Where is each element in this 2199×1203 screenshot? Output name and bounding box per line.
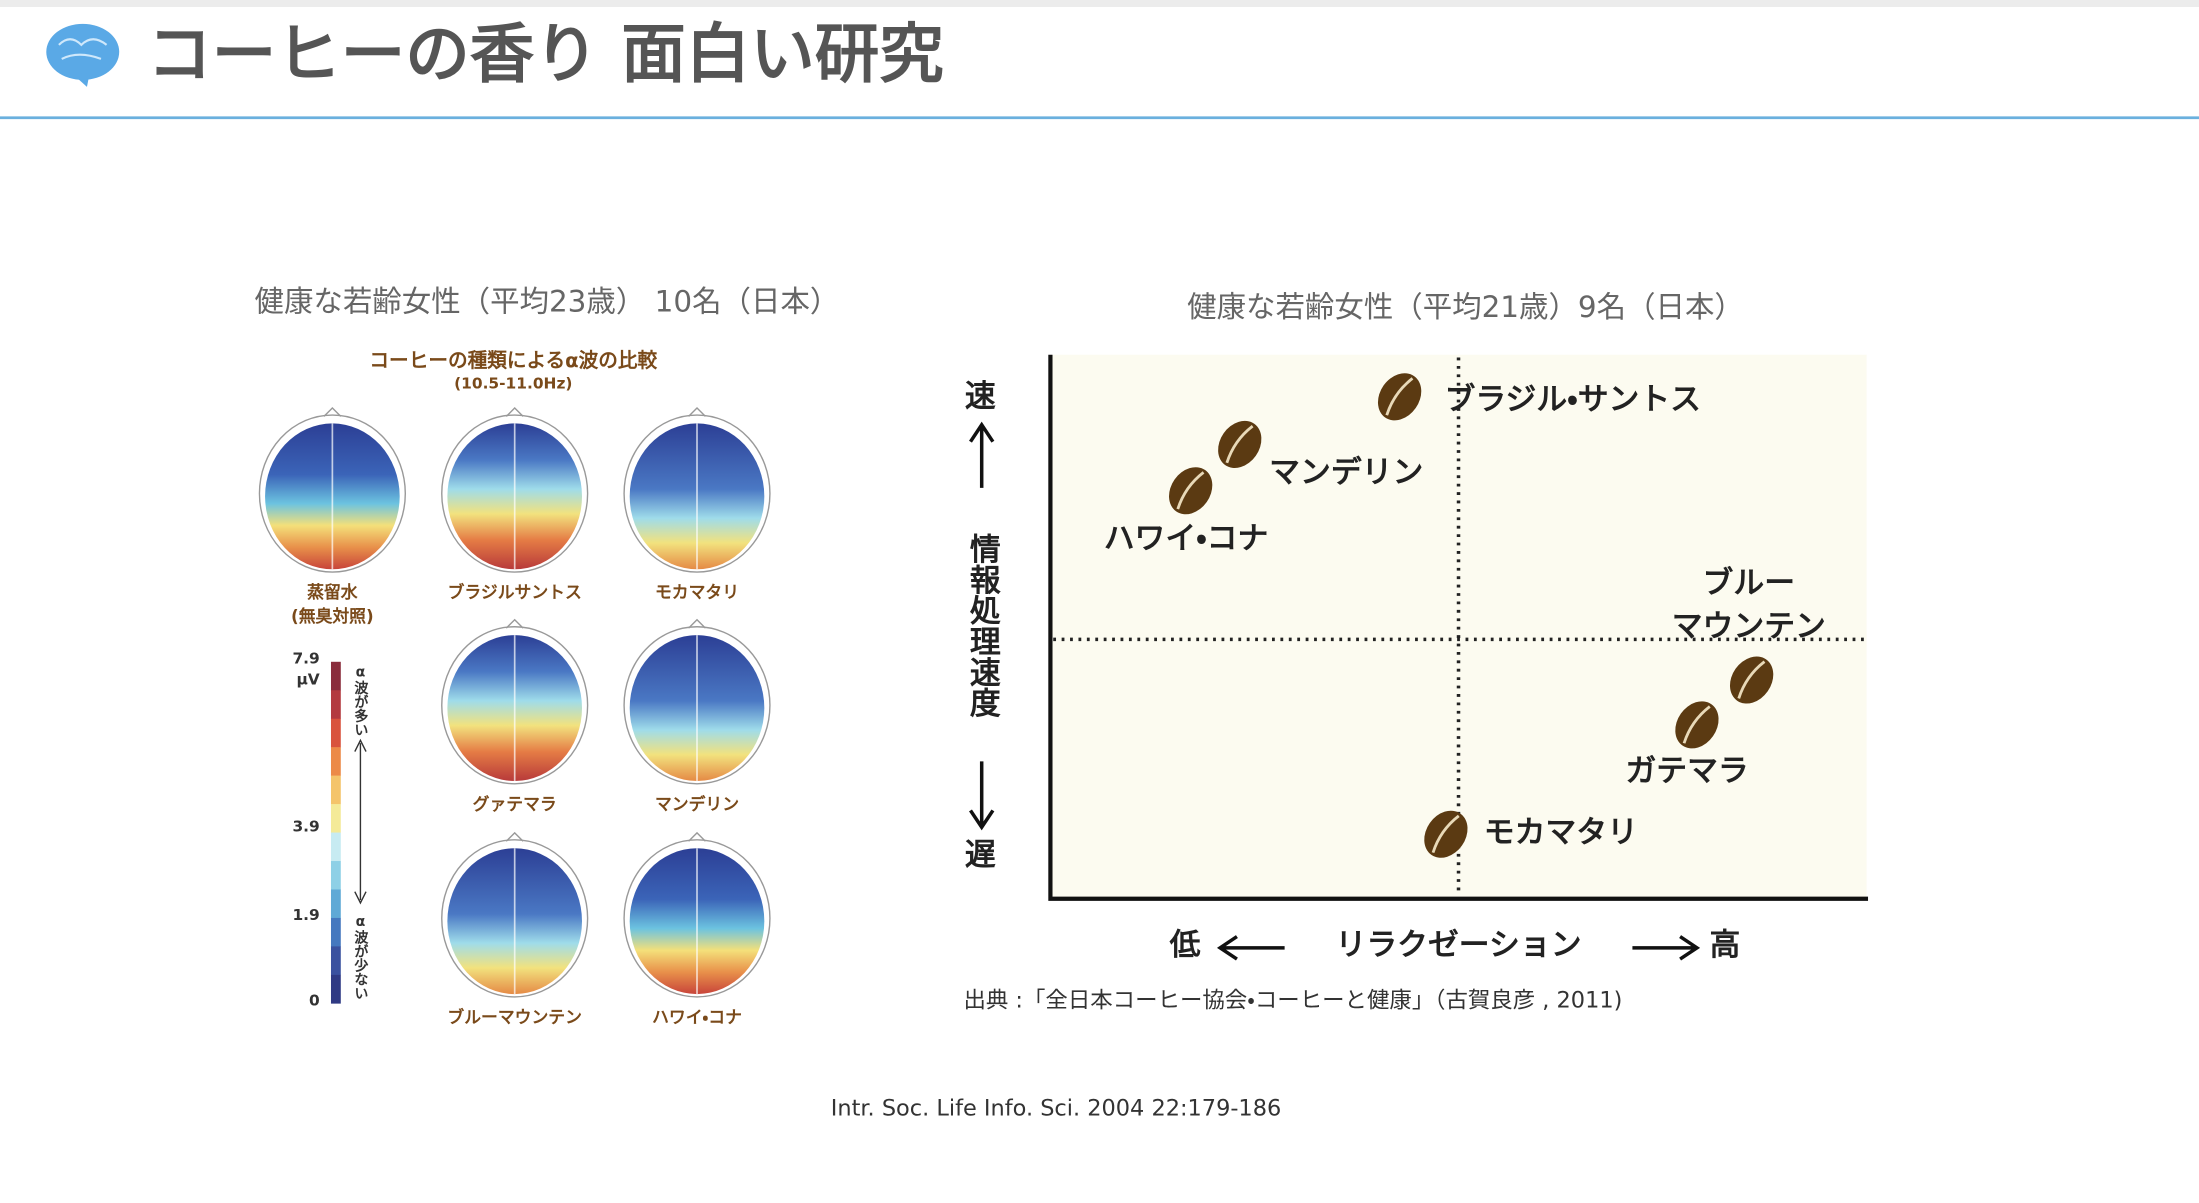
low-note: α波が少ない (352, 914, 368, 1000)
map-note: (無臭対照) (291, 606, 374, 626)
colorbar-step (330, 889, 341, 919)
bean-label: ガテマラ (1625, 753, 1748, 789)
slide-title: コーヒーの香り 面白い研究 (147, 17, 944, 92)
colorbar-step (330, 718, 341, 748)
nose (688, 618, 706, 629)
x-axis-label: リラクゼーション (1335, 927, 1581, 963)
bean-crease (1176, 471, 1205, 510)
bean-label: ハワイ・コナ (1104, 520, 1269, 556)
colorbar-step (330, 661, 341, 691)
colorbar-tick: 0 (309, 992, 320, 1010)
arrow-right (1632, 935, 1701, 961)
brain-map: モカマタリ (623, 407, 771, 602)
colorbar-step (330, 804, 341, 833)
y-axis-bottom: 遅 (965, 837, 996, 873)
nose (505, 831, 524, 842)
colorbar-step (330, 917, 341, 947)
coffee-bean (1424, 810, 1468, 858)
brain-map: グァテマラ (441, 618, 589, 814)
figure-subtitle: (10.5-11.0Hz) (454, 375, 572, 393)
map-label: ブラジルサントス (448, 582, 582, 602)
top-band (0, 0, 2199, 8)
y-axis-top: 速 (965, 379, 996, 415)
colorbar-step (330, 690, 341, 719)
coffee-bean (1169, 467, 1213, 515)
colorbar-step (330, 775, 341, 805)
bean-label: ブルー (1703, 565, 1796, 601)
brain-icon (46, 23, 120, 87)
bean-crease (1225, 424, 1254, 464)
colorbar-step (330, 861, 341, 890)
source: 出典 :「全日本コーヒー協会・コーヒーと健康」（古賀良彦 , 2011) (963, 988, 1622, 1014)
bean-label: マウンテン (1672, 609, 1826, 645)
bean-label: マンデリン (1269, 454, 1423, 490)
map-label: ブルーマウンテン (447, 1007, 582, 1027)
citation: Intr. Soc. Life Info. Sci. 2004 22:179-1… (831, 1096, 1281, 1122)
colorbar-step (330, 747, 341, 776)
figure-title: コーヒーの種類によるα波の比較 (369, 349, 657, 372)
colorbar-tick: 3.9 (292, 818, 319, 836)
right-subtitle: 健康な若齢女性（平均21歳）9名（日本） (1187, 290, 1744, 324)
nose (323, 407, 342, 417)
brain-map: 蒸留水 (無臭対照) (258, 407, 407, 626)
arrow-up (969, 421, 995, 488)
map-label: マンデリン (655, 794, 739, 814)
colorbar-tick: 1.9 (292, 906, 319, 924)
high-note: α波が多い (352, 665, 368, 737)
bean-crease (1385, 377, 1414, 416)
nose (505, 618, 524, 629)
x-axis-right: 高 (1710, 927, 1741, 963)
coffee-bean (1675, 701, 1719, 749)
quadrant-chart: 速 情報処理速度 遅 低 リラクゼーション 高 出典 :「全日本コーヒー協会・コ… (963, 354, 1869, 1014)
colorbar-step (330, 832, 341, 862)
colorbar-arrow (354, 738, 367, 905)
map-label: ハワイ・コナ (652, 1007, 742, 1027)
bean-crease (1682, 705, 1711, 744)
arrow-left (1216, 935, 1285, 961)
bean-label: ブラジル・サントス (1444, 382, 1701, 418)
axes (1048, 354, 1869, 901)
bean-crease (1431, 814, 1460, 854)
y-axis-label: 情報処理速度 (964, 533, 1000, 719)
colorbar-tick: 7.9 (292, 649, 319, 667)
coffee-bean (1218, 420, 1262, 469)
plot-area (1050, 354, 1867, 898)
nose (688, 407, 706, 417)
brain-map: ブラジルサントス (441, 407, 589, 602)
map-label: 蒸留水 (307, 582, 358, 602)
coffee-bean (1377, 373, 1422, 421)
colorbar-unit: μV (296, 671, 319, 689)
nose (505, 407, 524, 417)
nose (688, 831, 706, 842)
map-label: グァテマラ (473, 794, 557, 814)
bean-label: モカマタリ (1484, 815, 1638, 851)
map-label: モカマタリ (655, 582, 739, 602)
brain-map: ブルーマウンテン (441, 831, 589, 1027)
colorbar-step (330, 946, 341, 976)
colorbar: 7.9 3.9 1.9 0 μV α波が多い α波が少ない (292, 649, 368, 1009)
arrow-down (969, 761, 995, 831)
coffee-bean (1729, 656, 1774, 704)
colorbar-step (330, 974, 341, 1004)
brain-map: マンデリン (623, 618, 771, 814)
x-axis-left: 低 (1169, 927, 1201, 963)
brain-map: ハワイ・コナ (623, 831, 771, 1027)
bean-crease (1737, 660, 1766, 699)
left-subtitle: 健康な若齢女性（平均23歳） 10名（日本） (255, 284, 840, 318)
